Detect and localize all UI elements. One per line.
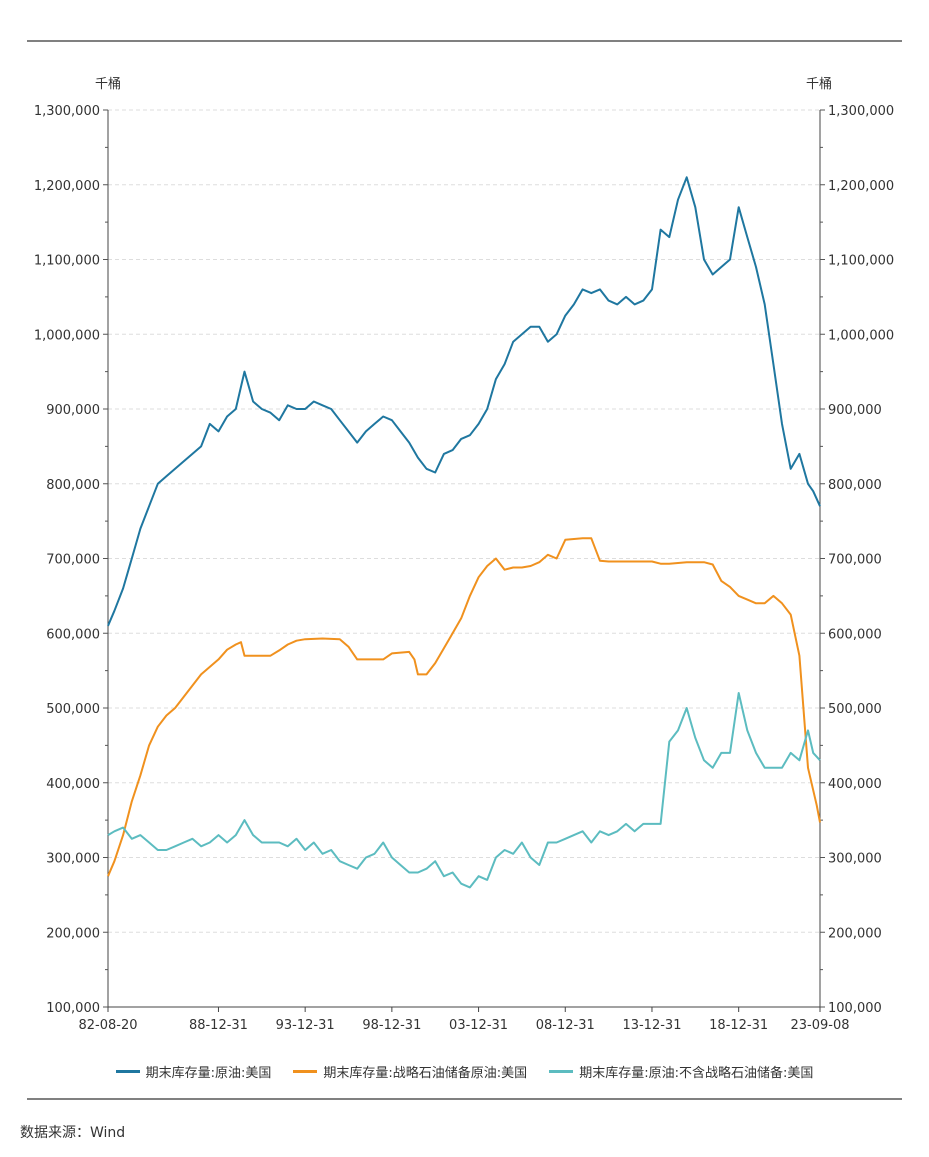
bottom-divider bbox=[27, 1098, 902, 1100]
y-tick-label-left: 300,000 bbox=[46, 852, 100, 867]
y-tick-label-left: 800,000 bbox=[46, 478, 100, 493]
y-tick-label-left: 100,000 bbox=[46, 1001, 100, 1016]
y-tick-label-right: 400,000 bbox=[828, 777, 882, 792]
y-axis-right-ticks: 1,300,000 1,200,000 1,100,000 1,000,000 900,… bbox=[820, 104, 894, 1016]
x-tick-label: 82-08-20 bbox=[78, 1018, 137, 1033]
grid-lines bbox=[108, 109, 820, 933]
x-tick-label: 23-09-08 bbox=[790, 1018, 849, 1033]
legend-label-ex-spr: 期末库存量:原油:不含战略石油储备:美国 bbox=[579, 1066, 814, 1081]
y-tick-label-right: 300,000 bbox=[828, 852, 882, 867]
x-tick-label: 18-12-31 bbox=[709, 1018, 768, 1033]
legend-swatch-spr bbox=[293, 1070, 318, 1073]
series-line-1 bbox=[107, 537, 821, 877]
top-divider bbox=[27, 40, 902, 42]
series-line-0 bbox=[107, 176, 821, 627]
x-tick-label: 98-12-31 bbox=[362, 1018, 421, 1033]
y-tick-label-left: 500,000 bbox=[46, 702, 100, 717]
legend-item-ex-spr[interactable]: 期末库存量:原油:不含战略石油储备:美国 bbox=[549, 1062, 813, 1081]
y-tick-label-left: 900,000 bbox=[46, 403, 100, 418]
x-tick-label: 93-12-31 bbox=[276, 1018, 335, 1033]
x-tick-label: 13-12-31 bbox=[622, 1018, 681, 1033]
y-tick-label-left: 1,200,000 bbox=[34, 179, 100, 194]
y-axis-left-unit: 千桶 bbox=[95, 77, 121, 92]
y-tick-label-right: 1,100,000 bbox=[828, 254, 894, 269]
y-tick-label-left: 1,100,000 bbox=[34, 254, 100, 269]
series-lines bbox=[107, 176, 821, 889]
y-tick-label-right: 700,000 bbox=[828, 553, 882, 568]
y-tick-label-right: 1,300,000 bbox=[828, 104, 894, 119]
x-tick-label: 08-12-31 bbox=[536, 1018, 595, 1033]
y-tick-label-left: 700,000 bbox=[46, 553, 100, 568]
y-axis-left-ticks: 1,300,000 1,200,000 1,100,000 1,000,000 900,… bbox=[34, 104, 108, 1016]
y-tick-label-right: 200,000 bbox=[828, 926, 882, 941]
legend-label-us-crude: 期末库存量:原油:美国 bbox=[145, 1066, 272, 1081]
y-tick-label-right: 1,000,000 bbox=[828, 328, 894, 343]
y-tick-label-right: 1,200,000 bbox=[828, 179, 894, 194]
y-tick-label-right: 900,000 bbox=[828, 403, 882, 418]
legend-swatch-us-crude bbox=[115, 1070, 140, 1073]
y-tick-label-right: 600,000 bbox=[828, 627, 882, 642]
y-axis-right-unit: 千桶 bbox=[806, 77, 832, 92]
y-tick-label-right: 500,000 bbox=[828, 702, 882, 717]
y-tick-label-left: 400,000 bbox=[46, 777, 100, 792]
y-tick-label-left: 1,300,000 bbox=[34, 104, 100, 119]
y-tick-label-right: 100,000 bbox=[828, 1001, 882, 1016]
y-tick-label-left: 600,000 bbox=[46, 627, 100, 642]
legend-item-spr[interactable]: 期末库存量:战略石油储备原油:美国 bbox=[293, 1062, 527, 1081]
series-line-2 bbox=[107, 692, 821, 889]
y-tick-label-left: 1,000,000 bbox=[34, 328, 100, 343]
data-source: 数据来源：Wind bbox=[20, 1125, 126, 1141]
line-chart: 1,300,000 1,200,000 1,100,000 1,000,000 900,… bbox=[34, 77, 894, 1033]
y-tick-label-left: 200,000 bbox=[46, 926, 100, 941]
y-tick-label-right: 800,000 bbox=[828, 478, 882, 493]
legend-label-spr: 期末库存量:战略石油储备原油:美国 bbox=[323, 1066, 528, 1081]
legend-item-us-crude[interactable]: 期末库存量:原油:美国 bbox=[115, 1062, 272, 1081]
legend: 期末库存量:原油:美国 期末库存量:战略石油储备原油:美国 期末库存量:原油:不… bbox=[0, 1062, 929, 1081]
legend-swatch-ex-spr bbox=[549, 1070, 574, 1073]
x-axis-ticks: 82-08-20 88-12-31 93-12-31 98-12-31 03-12-31… bbox=[78, 1007, 850, 1033]
x-tick-label: 03-12-31 bbox=[449, 1018, 508, 1033]
x-tick-label: 88-12-31 bbox=[189, 1018, 248, 1033]
